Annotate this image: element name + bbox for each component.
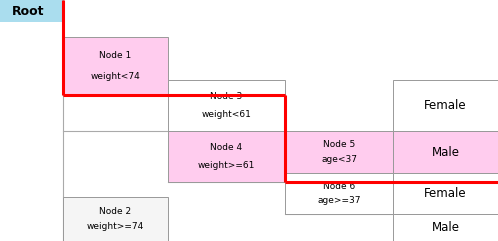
Text: weight>=61: weight>=61 [198,161,255,170]
Text: Node 3: Node 3 [210,92,243,101]
FancyBboxPatch shape [0,0,63,22]
Text: Female: Female [424,187,467,200]
Text: Node 5: Node 5 [323,140,355,149]
Text: Node 4: Node 4 [211,143,243,152]
FancyBboxPatch shape [285,173,393,214]
Text: Female: Female [424,99,467,112]
Text: Node 1: Node 1 [100,51,131,60]
FancyBboxPatch shape [168,131,285,182]
FancyBboxPatch shape [63,37,168,95]
Text: weight<61: weight<61 [202,110,251,119]
Text: Male: Male [431,146,460,159]
FancyBboxPatch shape [63,197,168,241]
FancyBboxPatch shape [168,80,285,131]
Text: Male: Male [431,221,460,234]
FancyBboxPatch shape [285,131,393,173]
FancyBboxPatch shape [393,214,498,241]
Text: Node 2: Node 2 [100,207,131,216]
Text: weight<74: weight<74 [91,72,140,81]
Text: weight>=74: weight>=74 [87,222,144,231]
Text: age<37: age<37 [321,155,357,164]
FancyBboxPatch shape [393,173,498,214]
FancyBboxPatch shape [393,131,498,173]
FancyBboxPatch shape [393,80,498,131]
Text: Root: Root [12,5,45,18]
Text: Node 6: Node 6 [323,182,355,191]
Text: age>=37: age>=37 [317,196,361,205]
